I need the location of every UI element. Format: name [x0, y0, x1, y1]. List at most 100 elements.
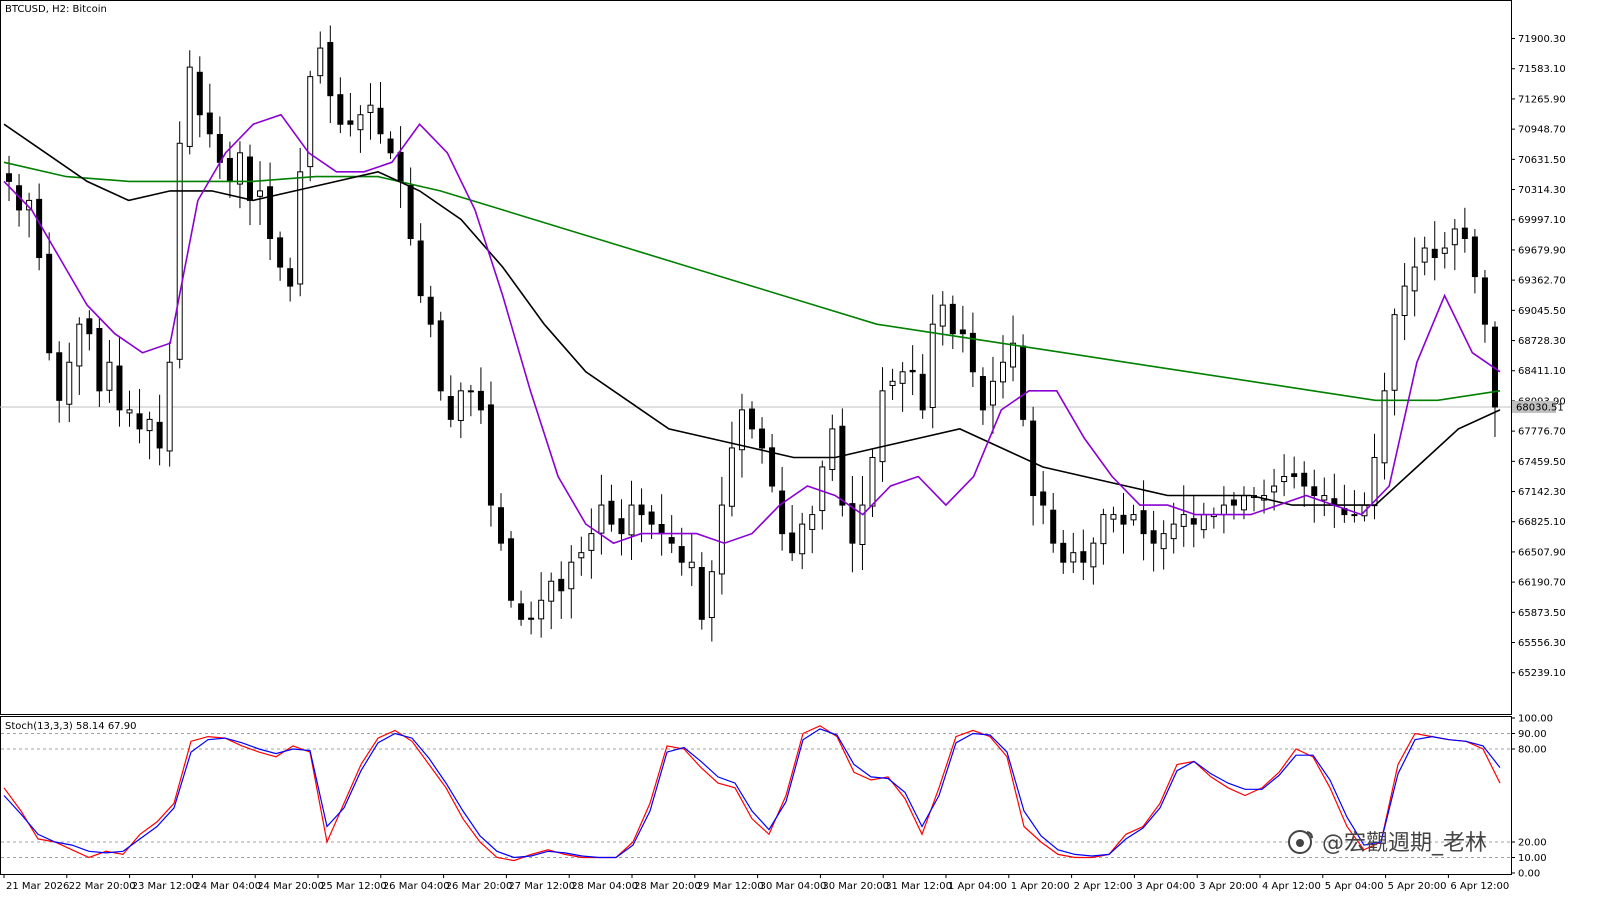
candle-body	[1040, 491, 1047, 506]
candle-body	[6, 173, 13, 182]
time-tick-label: 24 Mar 04:00	[194, 881, 261, 892]
candle-body	[849, 503, 856, 544]
candle-body	[909, 369, 916, 373]
candle-body	[186, 66, 193, 147]
candle-body	[809, 514, 816, 530]
candle-body	[1411, 266, 1418, 292]
candle-body	[1461, 227, 1468, 239]
last-price-label: 68030.51	[1516, 402, 1564, 413]
candle-body	[1311, 486, 1318, 497]
candle-body	[979, 375, 986, 411]
price-tick-label: 68728.30	[1518, 336, 1566, 347]
candle-body	[738, 409, 745, 451]
time-tick-label: 3 Apr 04:00	[1136, 881, 1195, 892]
candle-body	[1481, 277, 1488, 325]
time-tick-label: 6 Apr 12:00	[1450, 881, 1509, 892]
candle-body	[879, 390, 886, 463]
time-tick-label: 27 Mar 12:00	[508, 881, 575, 892]
candle-body	[538, 599, 545, 620]
ma-fast-line	[3, 113, 1501, 545]
candle-body	[36, 198, 43, 259]
candle-body	[1020, 345, 1027, 420]
candle-body	[548, 580, 555, 602]
candle-body	[919, 373, 926, 411]
candle-body	[116, 365, 123, 411]
candle-body	[407, 184, 414, 239]
time-tick-label: 31 Mar 12:00	[885, 881, 952, 892]
candle-body	[829, 428, 836, 471]
candle-body	[1100, 514, 1107, 545]
candle-body	[487, 404, 494, 506]
candle-body	[126, 409, 133, 414]
candle-body	[417, 240, 424, 297]
candle-body	[558, 578, 565, 592]
candle-body	[688, 561, 695, 569]
candle-body	[708, 571, 715, 619]
time-tick-label: 22 Mar 20:00	[69, 881, 136, 892]
price-tick-label: 71583.10	[1518, 64, 1566, 75]
weibo-icon	[1288, 830, 1313, 854]
time-tick-label: 3 Apr 20:00	[1199, 881, 1258, 892]
candle-body	[728, 447, 735, 507]
time-tick-label: 25 Mar 12:00	[320, 881, 387, 892]
time-tick-label: 5 Apr 04:00	[1325, 881, 1384, 892]
candle-body	[618, 518, 625, 535]
candle-body	[377, 107, 384, 135]
time-tick-label: 26 Mar 04:00	[383, 881, 450, 892]
candle-body	[1431, 248, 1438, 259]
candle-body	[839, 425, 846, 506]
candle-body	[648, 511, 655, 525]
candle-body	[598, 504, 605, 534]
candle-body	[819, 466, 826, 512]
candle-body	[1301, 472, 1308, 487]
candle-body	[1230, 499, 1237, 506]
candle-body	[1321, 495, 1328, 501]
candle-body	[749, 408, 755, 430]
candle-body	[568, 561, 575, 590]
moving-averages	[3, 113, 1501, 545]
candle-body	[1140, 510, 1147, 535]
watermark-text: @宏觀週期_老林	[1322, 831, 1487, 856]
time-tick-label: 5 Apr 20:00	[1388, 881, 1447, 892]
price-tick-label: 65556.30	[1518, 638, 1566, 649]
candle-body	[718, 504, 725, 575]
candle-body	[1160, 533, 1167, 550]
last-price-tag	[1512, 400, 1556, 413]
candle-body	[799, 523, 806, 555]
price-tick-label: 65873.50	[1518, 608, 1566, 619]
candle-body	[1271, 485, 1278, 493]
candle-body	[176, 142, 183, 360]
candle-body	[1240, 495, 1247, 511]
candle-body	[206, 112, 213, 135]
candle-body	[427, 296, 434, 325]
candle-body	[166, 361, 173, 452]
candle-body	[156, 421, 163, 449]
candle-body	[1441, 247, 1448, 254]
candle-body	[457, 390, 464, 421]
candle-body	[447, 396, 454, 420]
time-tick-label: 29 Mar 12:00	[697, 881, 764, 892]
ma-long-line	[3, 161, 1501, 402]
candle-body	[1471, 236, 1478, 278]
candle-body	[327, 41, 334, 97]
candle-body	[1130, 514, 1137, 521]
candle-body	[1190, 518, 1197, 525]
time-tick-label: 1 Apr 20:00	[1011, 881, 1070, 892]
ma-slow-line	[3, 123, 1501, 506]
price-tick-label: 65239.10	[1518, 668, 1566, 679]
candle-body	[56, 352, 63, 401]
time-tick-label: 30 Mar 20:00	[822, 881, 889, 892]
candle-body	[588, 533, 595, 551]
candle-body	[1291, 473, 1298, 478]
candle-body	[1391, 314, 1398, 391]
candle-body	[658, 523, 665, 535]
price-tick-label: 66507.90	[1518, 547, 1566, 558]
price-tick-label: 67459.50	[1518, 457, 1566, 468]
candle-body	[508, 538, 515, 601]
price-axis[interactable]: 71900.30 71583.10 71265.90 70948.70 70631.50…	[1511, 34, 1566, 679]
candle-body	[1170, 523, 1177, 540]
candle-body	[528, 617, 535, 620]
